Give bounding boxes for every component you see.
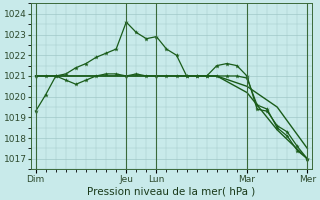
X-axis label: Pression niveau de la mer( hPa ): Pression niveau de la mer( hPa ) bbox=[87, 187, 256, 197]
